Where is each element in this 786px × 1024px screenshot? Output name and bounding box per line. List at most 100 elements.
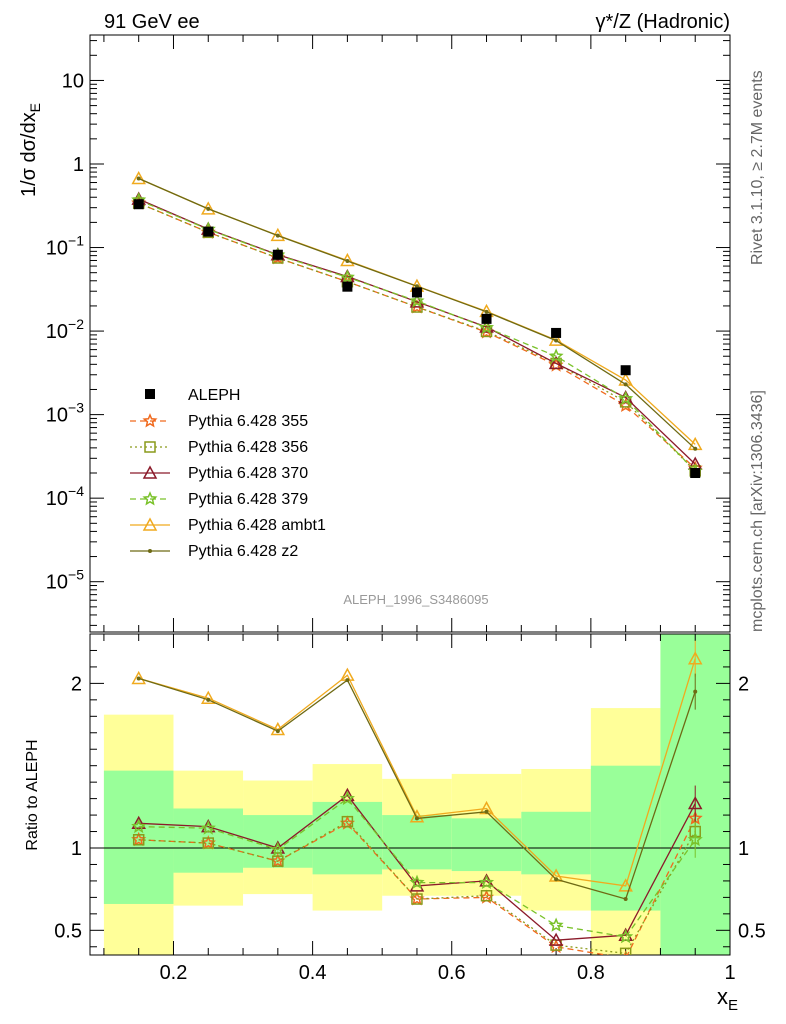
ratio-y-tick-label: 0.5 bbox=[54, 920, 82, 942]
ratio-series-point bbox=[693, 673, 698, 710]
main-series-point bbox=[484, 309, 489, 314]
main-series-point bbox=[548, 355, 564, 370]
main-y-tick-label: 10−1 bbox=[46, 233, 84, 260]
ratio-series-point bbox=[131, 670, 146, 685]
main-y-tick-label: 10−4 bbox=[46, 483, 84, 510]
uncertainty-band-inner bbox=[451, 818, 522, 872]
ratio-series-point bbox=[687, 821, 703, 858]
uncertainty-band-inner bbox=[173, 808, 244, 873]
energy-label: 91 GeV ee bbox=[104, 11, 200, 33]
ratio-series-5 bbox=[136, 673, 698, 902]
main-y-tick-label: 10−5 bbox=[46, 567, 84, 594]
legend-entry: Pythia 6.428 ambt1 bbox=[130, 517, 326, 534]
legend-entry: Pythia 6.428 379 bbox=[130, 491, 308, 508]
main-series-point bbox=[618, 390, 634, 406]
legend-entry: Pythia 6.428 356 bbox=[130, 439, 308, 456]
ratio-series-point bbox=[341, 815, 354, 828]
ratio-series-point bbox=[275, 729, 280, 734]
source-label: mcplots.cern.ch [arXiv:1306.3436] bbox=[749, 390, 766, 632]
main-series-5 bbox=[136, 176, 698, 451]
ratio-series-point bbox=[618, 878, 633, 892]
ratio-y-tick-label: 1 bbox=[71, 838, 82, 860]
main-series-point bbox=[414, 284, 419, 289]
main-series-point bbox=[554, 338, 559, 343]
legend-label: Pythia 6.428 355 bbox=[188, 413, 308, 430]
x-tick-label: 0.6 bbox=[438, 962, 466, 984]
ratio-series-point bbox=[554, 877, 559, 882]
ratio-series-point bbox=[414, 816, 419, 821]
ratio-series-point bbox=[200, 690, 216, 704]
main-plot-area bbox=[89, 34, 731, 633]
uncertainty-band-inner bbox=[382, 815, 452, 870]
ratio-y-tick-label: 2 bbox=[71, 673, 82, 695]
x-tick-label: 0.4 bbox=[299, 962, 327, 984]
ratio-y-tick-label-right: 0.5 bbox=[738, 920, 766, 942]
legend-label: Pythia 6.428 379 bbox=[188, 491, 308, 508]
ratio-series-point bbox=[409, 874, 425, 889]
legend-entry: Pythia 6.428 z2 bbox=[130, 543, 298, 560]
main-series-point bbox=[479, 319, 494, 333]
main-series-point bbox=[478, 319, 495, 335]
ratio-series-point bbox=[136, 676, 141, 681]
main-y-tick-label: 10 bbox=[62, 70, 84, 92]
ratio-series-point bbox=[345, 678, 350, 683]
x-axis-label: xE bbox=[717, 984, 738, 1014]
ratio-series-point bbox=[200, 820, 216, 835]
ratio-series-point bbox=[478, 874, 495, 889]
main-series-point bbox=[693, 446, 698, 451]
aleph-data-point bbox=[481, 313, 492, 324]
rivet-label: Rivet 3.1.10, ≥ 2.7M events bbox=[749, 70, 766, 265]
ratio-series-point bbox=[270, 841, 286, 857]
ratio-series-point bbox=[484, 809, 489, 814]
ratio-series-point bbox=[687, 785, 703, 822]
ratio-series-point bbox=[272, 855, 284, 867]
legend-entry: ALEPH bbox=[145, 387, 240, 404]
x-tick-label: 0.2 bbox=[160, 962, 188, 984]
main-series-point bbox=[409, 293, 425, 308]
main-series-point bbox=[206, 206, 211, 211]
process-label: γ*/Z (Hadronic) bbox=[596, 11, 730, 33]
ratio-series-point bbox=[206, 697, 211, 702]
ratio-series-point bbox=[623, 897, 628, 902]
ratio-series-point bbox=[619, 947, 632, 955]
legend-label: ALEPH bbox=[188, 387, 240, 404]
legend-label: Pythia 6.428 356 bbox=[188, 439, 308, 456]
ratio-series-point bbox=[618, 928, 634, 944]
main-series-point bbox=[131, 170, 146, 185]
ratio-series-point bbox=[687, 640, 703, 677]
ratio-series-point bbox=[548, 932, 564, 946]
main-series-point bbox=[340, 268, 355, 283]
ratio-y-axis-label: Ratio to ALEPH bbox=[24, 739, 41, 850]
analysis-label: ALEPH_1996_S3486095 bbox=[343, 592, 488, 607]
uncertainty-band-inner bbox=[103, 770, 174, 904]
aleph-data-point bbox=[620, 365, 631, 376]
ratio-series-point bbox=[131, 818, 147, 834]
aleph-data-point bbox=[551, 327, 562, 338]
ratio-series-point bbox=[480, 889, 493, 902]
uncertainty-band-inner bbox=[521, 811, 591, 875]
main-series-point bbox=[548, 348, 564, 363]
ratio-series-3 bbox=[131, 790, 703, 944]
ratio-series-point bbox=[340, 787, 355, 802]
ratio-y-tick-label-right: 1 bbox=[738, 838, 749, 860]
ratio-series-point bbox=[132, 834, 145, 846]
main-series-point bbox=[623, 382, 628, 387]
legend-label: Pythia 6.428 ambt1 bbox=[188, 517, 326, 534]
aleph-data-point bbox=[272, 249, 283, 260]
ratio-series-point bbox=[339, 790, 355, 806]
main-y-tick-label: 1 bbox=[73, 154, 84, 176]
aleph-data-point bbox=[411, 287, 422, 298]
main-series-point bbox=[275, 233, 280, 238]
main-y-tick-label: 10−2 bbox=[46, 316, 84, 343]
main-series-point bbox=[136, 176, 141, 181]
uncertainty-band-inner bbox=[312, 801, 383, 875]
ratio-series-point bbox=[409, 809, 425, 823]
ratio-series-point bbox=[202, 837, 215, 849]
legend-label: Pythia 6.428 370 bbox=[188, 465, 308, 482]
x-tick-label: 0.8 bbox=[577, 962, 605, 984]
main-series-point bbox=[339, 269, 355, 284]
aleph-data-point bbox=[133, 199, 144, 210]
main-y-axis-label: 1/σ dσ/dxE bbox=[18, 103, 43, 197]
aleph-data-point bbox=[690, 468, 701, 479]
